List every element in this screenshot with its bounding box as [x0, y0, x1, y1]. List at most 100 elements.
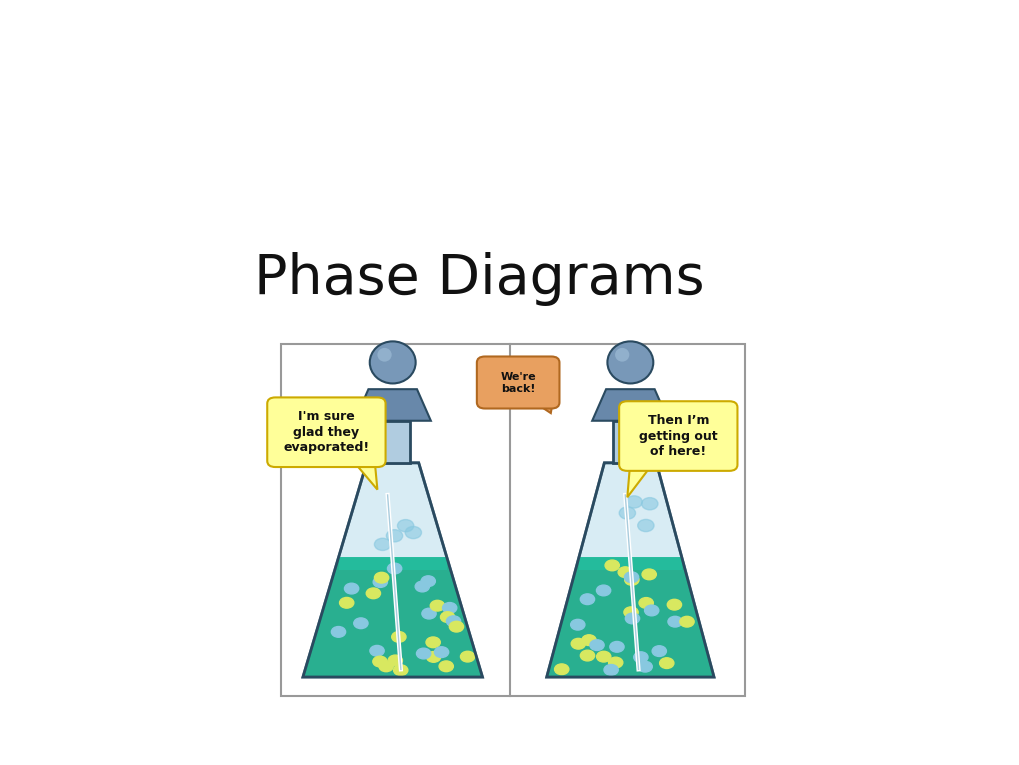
Circle shape — [374, 539, 390, 551]
Circle shape — [618, 567, 632, 578]
Circle shape — [570, 620, 584, 630]
Circle shape — [393, 665, 408, 675]
Polygon shape — [612, 421, 647, 463]
Polygon shape — [338, 557, 446, 570]
FancyBboxPatch shape — [267, 398, 385, 467]
Text: We're
back!: We're back! — [500, 372, 535, 393]
Text: I'm sure
glad they
evaporated!: I'm sure glad they evaporated! — [283, 410, 369, 454]
Line: 2 pts: 2 pts — [387, 495, 400, 669]
Point — [381, 490, 393, 500]
Circle shape — [596, 651, 610, 662]
Circle shape — [619, 507, 635, 519]
Ellipse shape — [614, 348, 629, 362]
Circle shape — [397, 519, 414, 532]
Polygon shape — [303, 557, 482, 677]
Line: 2 pts: 2 pts — [625, 495, 638, 669]
Circle shape — [387, 563, 401, 574]
Circle shape — [426, 652, 440, 662]
Circle shape — [373, 577, 387, 588]
Circle shape — [388, 655, 403, 666]
Circle shape — [426, 637, 440, 648]
Point — [619, 490, 631, 500]
Text: Then I’m
getting out
of here!: Then I’m getting out of here! — [638, 414, 717, 458]
Circle shape — [581, 635, 595, 646]
Circle shape — [446, 616, 461, 627]
Circle shape — [603, 665, 618, 675]
Circle shape — [639, 597, 653, 608]
Polygon shape — [546, 557, 713, 677]
Polygon shape — [350, 457, 377, 490]
Point — [394, 665, 407, 674]
Circle shape — [580, 594, 594, 604]
Circle shape — [633, 652, 647, 662]
Circle shape — [405, 526, 421, 539]
Polygon shape — [546, 463, 713, 677]
Circle shape — [366, 588, 380, 599]
Circle shape — [596, 585, 610, 596]
Circle shape — [434, 646, 448, 657]
Circle shape — [370, 646, 384, 656]
Point — [394, 665, 407, 674]
Circle shape — [641, 569, 655, 580]
Line: 2 pts: 2 pts — [387, 495, 400, 669]
Polygon shape — [355, 389, 430, 421]
Circle shape — [422, 608, 436, 619]
Circle shape — [571, 638, 585, 649]
Circle shape — [442, 603, 457, 614]
Circle shape — [449, 621, 464, 632]
Circle shape — [626, 496, 642, 508]
Circle shape — [386, 529, 403, 542]
Circle shape — [415, 581, 429, 592]
Circle shape — [344, 583, 359, 594]
Circle shape — [641, 497, 657, 509]
Circle shape — [430, 601, 444, 611]
Point — [619, 490, 631, 500]
Circle shape — [680, 617, 694, 627]
Circle shape — [604, 560, 619, 571]
FancyBboxPatch shape — [477, 356, 558, 409]
Circle shape — [625, 613, 639, 623]
Circle shape — [416, 648, 430, 659]
Polygon shape — [579, 557, 681, 570]
Circle shape — [666, 599, 681, 610]
Polygon shape — [528, 399, 552, 413]
Circle shape — [438, 661, 452, 672]
Circle shape — [608, 657, 623, 668]
Circle shape — [651, 646, 665, 656]
Circle shape — [460, 651, 474, 662]
Circle shape — [580, 650, 594, 661]
Text: Phase Diagrams: Phase Diagrams — [254, 252, 704, 306]
Polygon shape — [375, 421, 410, 463]
Circle shape — [624, 575, 638, 585]
Polygon shape — [627, 461, 654, 497]
Circle shape — [609, 642, 624, 653]
Ellipse shape — [377, 348, 391, 362]
Circle shape — [374, 572, 388, 583]
Point — [381, 490, 393, 500]
Line: 2 pts: 2 pts — [625, 495, 638, 669]
Circle shape — [624, 572, 638, 583]
Circle shape — [440, 612, 454, 623]
FancyBboxPatch shape — [619, 401, 737, 471]
Circle shape — [624, 607, 638, 617]
Circle shape — [667, 617, 682, 627]
Circle shape — [339, 597, 354, 608]
Circle shape — [589, 640, 603, 650]
FancyBboxPatch shape — [280, 344, 744, 696]
Polygon shape — [592, 389, 667, 421]
Circle shape — [644, 605, 658, 616]
Circle shape — [379, 661, 393, 672]
Ellipse shape — [607, 341, 653, 383]
Circle shape — [373, 656, 387, 667]
Circle shape — [331, 627, 345, 637]
Circle shape — [659, 658, 674, 669]
Ellipse shape — [370, 341, 416, 383]
Circle shape — [421, 576, 435, 587]
Circle shape — [354, 618, 368, 629]
Circle shape — [554, 664, 569, 675]
Circle shape — [637, 519, 653, 532]
Point — [632, 665, 644, 674]
Circle shape — [637, 661, 651, 672]
Polygon shape — [303, 463, 482, 677]
Circle shape — [391, 632, 406, 643]
